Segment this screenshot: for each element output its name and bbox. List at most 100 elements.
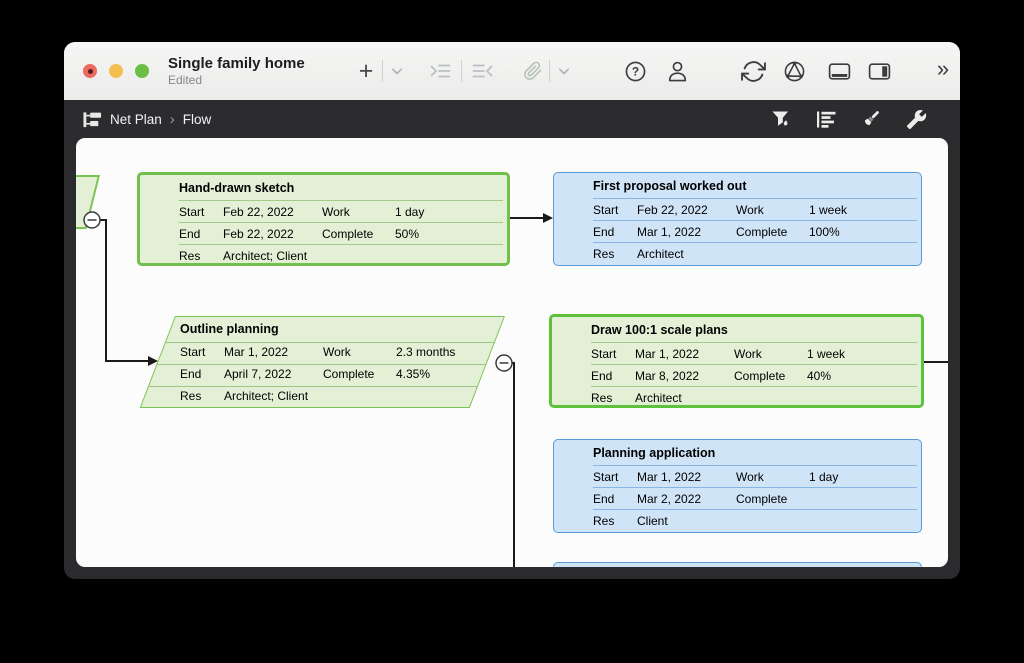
paperclip-icon [522,60,544,82]
start-label: Start [593,470,637,484]
node-title: Hand-drawn sketch [179,175,503,200]
titlebar: Single family home Edited + [64,42,960,100]
view-actions [770,108,927,130]
view-options-button[interactable] [815,109,836,130]
node-row: StartMar 1, 2022Work1 day [593,465,917,487]
node-title: Planning application [593,440,917,465]
add-menu-button[interactable] [387,61,407,81]
add-button[interactable]: + [354,57,378,86]
panel-right-icon [866,59,893,84]
settings-button[interactable] [906,109,927,130]
res-label: Res [591,391,635,405]
breadcrumb-separator-icon: › [169,111,176,128]
work-value: 1 day [395,205,503,219]
work-value: 1 day [809,470,917,484]
wrench-icon [906,109,927,130]
node-row: StartMar 1, 2022Work1 week [591,342,917,364]
person-icon [665,59,690,84]
node-row: EndFeb 22, 2022Complete50% [179,222,503,244]
res-value: Architect; Client [223,249,503,263]
node-row: StartFeb 22, 2022Work1 day [179,200,503,222]
breadcrumb-page[interactable]: Flow [183,112,212,127]
indent-icon [427,59,453,83]
link-handle-icon[interactable] [84,212,100,228]
complete-value: 50% [395,227,503,241]
complete-label: Complete [734,369,807,383]
start-value: Mar 1, 2022 [224,345,323,359]
res-label: Res [180,389,224,403]
outdent-button[interactable] [470,59,496,83]
complete-label: Complete [322,227,395,241]
net-plan-canvas[interactable]: Hand-drawn sketch StartFeb 22, 2022Work1… [76,138,948,567]
document-title-group: Single family home Edited [168,54,305,88]
arrowhead-icon [543,213,553,223]
res-value: Architect [635,391,917,405]
res-value: Architect [637,247,917,261]
node-first-proposal[interactable]: First proposal worked out StartFeb 22, 2… [553,172,922,266]
work-label: Work [323,345,396,359]
node-partial-bottom[interactable] [553,562,922,567]
end-value: Feb 22, 2022 [223,227,322,241]
toolbar: + ? [354,42,955,100]
traffic-lights [83,64,149,78]
panel-bottom-icon [826,59,853,84]
indent-button[interactable] [427,59,453,83]
chevron-down-icon [554,61,574,81]
minimize-button[interactable] [109,64,123,78]
brush-icon [860,108,882,130]
work-value: 1 week [807,347,917,361]
start-value: Mar 1, 2022 [637,470,736,484]
more-toolbar-button[interactable]: » [931,56,955,86]
node-row: ResClient [593,509,917,531]
end-value: April 7, 2022 [224,367,323,381]
node-title: Outline planning [180,316,506,341]
node-row: StartFeb 22, 2022Work1 week [593,198,917,220]
node-hand-drawn-sketch[interactable]: Hand-drawn sketch StartFeb 22, 2022Work1… [137,172,510,266]
breadcrumb-section[interactable]: Net Plan [110,112,162,127]
sync-button[interactable] [741,59,766,84]
help-button[interactable]: ? [623,59,648,84]
attach-menu-button[interactable] [554,61,574,81]
res-label: Res [179,249,223,263]
link-handle-icon[interactable] [496,355,512,371]
end-value: Mar 2, 2022 [637,492,736,506]
zoom-button[interactable] [135,64,149,78]
start-label: Start [180,345,224,359]
work-label: Work [322,205,395,219]
start-label: Start [593,203,637,217]
node-row: ResArchitect [591,386,917,408]
complete-label: Complete [736,492,809,506]
help-icon: ? [623,59,648,84]
outdent-icon [470,59,496,83]
resources-button[interactable] [665,59,690,84]
app-window: Single family home Edited + [64,42,960,579]
work-label: Work [736,203,809,217]
format-button[interactable] [860,108,882,130]
end-label: End [180,367,224,381]
close-button[interactable] [83,64,97,78]
toolbar-separator [382,60,383,82]
net-plan-icon [82,110,103,129]
right-panel-button[interactable] [866,59,893,84]
start-value: Feb 22, 2022 [223,205,322,219]
publish-button[interactable] [782,59,807,84]
complete-label: Complete [736,225,809,239]
complete-label: Complete [323,367,396,381]
refresh-icon [741,59,766,84]
funnel-icon [770,109,791,130]
end-label: End [591,369,635,383]
node-row: EndMar 2, 2022Complete [593,487,917,509]
node-outline-planning-content: Outline planning StartMar 1, 2022Work2.3… [180,316,506,408]
node-draw-scale-plans[interactable]: Draw 100:1 scale plans StartMar 1, 2022W… [549,314,924,408]
document-status: Edited [168,73,305,88]
work-label: Work [734,347,807,361]
node-planning-application[interactable]: Planning application StartMar 1, 2022Wor… [553,439,922,533]
attach-button[interactable] [522,60,544,82]
start-value: Feb 22, 2022 [637,203,736,217]
bottom-panel-button[interactable] [826,59,853,84]
document-title: Single family home [168,54,305,73]
end-label: End [593,225,637,239]
start-value: Mar 1, 2022 [635,347,734,361]
filter-button[interactable] [770,109,791,130]
node-row: ResArchitect; Client [180,385,506,407]
